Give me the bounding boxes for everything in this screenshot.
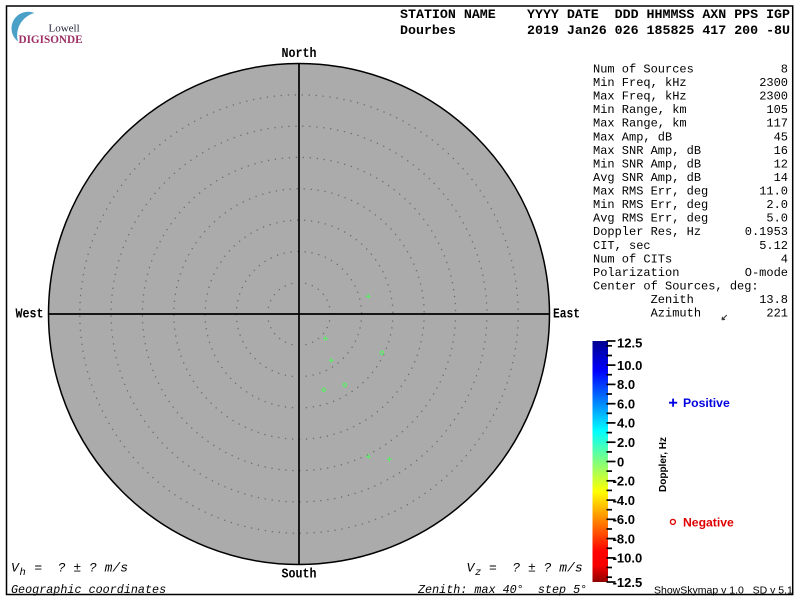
- svg-text:Num of Sources: Num of Sources: [593, 63, 694, 77]
- svg-text:DIGISONDE: DIGISONDE: [19, 34, 83, 46]
- svg-text:Lowell: Lowell: [49, 22, 80, 34]
- svg-text:12.5: 12.5: [617, 335, 642, 350]
- svg-text:Max RMS Err, deg: Max RMS Err, deg: [593, 185, 708, 199]
- svg-text:O-mode: O-mode: [745, 266, 788, 280]
- svg-text:Max SNR Amp, dB: Max SNR Amp, dB: [593, 144, 701, 158]
- svg-text:8.0: 8.0: [617, 377, 635, 392]
- svg-text:Avg SNR Amp, dB: Avg SNR Amp, dB: [593, 171, 701, 185]
- svg-text:Negative: Negative: [683, 516, 734, 530]
- svg-text:h: h: [20, 567, 26, 579]
- svg-text:YYYY DATE DDD HHMMSS AXN PPS: YYYY DATE DDD HHMMSS AXN PPS IGP: [527, 7, 790, 22]
- svg-text:4.0: 4.0: [617, 416, 635, 431]
- svg-text:5.12: 5.12: [759, 239, 788, 253]
- svg-text:221: 221: [766, 307, 788, 321]
- svg-text:-8.0: -8.0: [613, 531, 635, 546]
- svg-text:-2.0: -2.0: [613, 474, 635, 489]
- svg-text:Polarization: Polarization: [593, 266, 679, 280]
- svg-text:14: 14: [774, 171, 788, 185]
- svg-text:z: z: [475, 567, 481, 579]
- svg-text:V: V: [11, 561, 20, 576]
- svg-text:Num of CITs: Num of CITs: [593, 252, 672, 266]
- svg-text:2.0: 2.0: [766, 198, 788, 212]
- svg-text:45: 45: [774, 130, 788, 144]
- svg-text:East: East: [553, 308, 580, 323]
- svg-text:Max Freq, kHz: Max Freq, kHz: [593, 90, 687, 104]
- svg-text:Min Freq, kHz: Min Freq, kHz: [593, 76, 687, 90]
- svg-text:Max Amp, dB: Max Amp, dB: [593, 130, 672, 144]
- svg-text:Avg RMS Err, deg: Avg RMS Err, deg: [593, 212, 708, 226]
- svg-text:= ? ± ? m/s: = ? ± ? m/s: [34, 561, 128, 576]
- svg-text:West: West: [16, 308, 44, 323]
- svg-text:ShowSkymap v 1.0 SD v 5.1: ShowSkymap v 1.0 SD v 5.1: [654, 585, 793, 597]
- svg-text:2300: 2300: [759, 76, 788, 90]
- svg-text:CIT, sec: CIT, sec: [593, 239, 651, 253]
- svg-text:Min SNR Amp, dB: Min SNR Amp, dB: [593, 157, 701, 171]
- svg-text:Zenith: max 40° step 5°: Zenith: max 40° step 5°: [417, 583, 587, 597]
- svg-text:Max Range, km: Max Range, km: [593, 117, 687, 131]
- svg-text:South: South: [282, 568, 317, 583]
- svg-text:Dourbes: Dourbes: [400, 23, 456, 38]
- svg-text:North: North: [282, 47, 317, 62]
- svg-text:11.0: 11.0: [759, 185, 788, 199]
- svg-text:0.1953: 0.1953: [745, 225, 788, 239]
- svg-text:Doppler, Hz: Doppler, Hz: [658, 437, 669, 492]
- svg-text:Geographic coordinates: Geographic coordinates: [11, 583, 166, 597]
- svg-text:Min Range, km: Min Range, km: [593, 103, 687, 117]
- svg-text:Doppler Res, Hz: Doppler Res, Hz: [593, 225, 701, 239]
- svg-text:2300: 2300: [759, 90, 788, 104]
- svg-text:16: 16: [774, 144, 788, 158]
- svg-text:= ? ± ? m/s: = ? ± ? m/s: [489, 561, 583, 576]
- svg-text:-4.0: -4.0: [613, 493, 635, 508]
- svg-text:-10.0: -10.0: [613, 551, 643, 566]
- svg-text:V: V: [467, 561, 476, 576]
- svg-text:12: 12: [774, 157, 788, 171]
- svg-text:-6.0: -6.0: [613, 512, 635, 527]
- svg-text:Zenith: Zenith: [593, 293, 694, 307]
- svg-text:8: 8: [781, 63, 788, 77]
- svg-text:STATION NAME: STATION NAME: [400, 7, 496, 22]
- svg-text:117: 117: [766, 117, 788, 131]
- svg-text:Center of Sources, deg:: Center of Sources, deg:: [593, 280, 759, 294]
- svg-text:Positive: Positive: [683, 396, 730, 410]
- svg-text:-12.5: -12.5: [613, 575, 643, 590]
- svg-text:4: 4: [781, 252, 788, 266]
- svg-text:Min RMS Err, deg: Min RMS Err, deg: [593, 198, 708, 212]
- svg-text:2019 Jan26 026 185825 417 200: 2019 Jan26 026 185825 417 200 -8U: [527, 23, 790, 38]
- svg-text:0: 0: [617, 454, 624, 469]
- svg-text:2.0: 2.0: [617, 435, 635, 450]
- svg-text:13.8: 13.8: [759, 293, 788, 307]
- svg-text:6.0: 6.0: [617, 397, 635, 412]
- svg-text:10.0: 10.0: [617, 358, 642, 373]
- svg-text:5.0: 5.0: [766, 212, 788, 226]
- svg-text:105: 105: [766, 103, 788, 117]
- svg-text:Azimuth: Azimuth: [593, 307, 701, 321]
